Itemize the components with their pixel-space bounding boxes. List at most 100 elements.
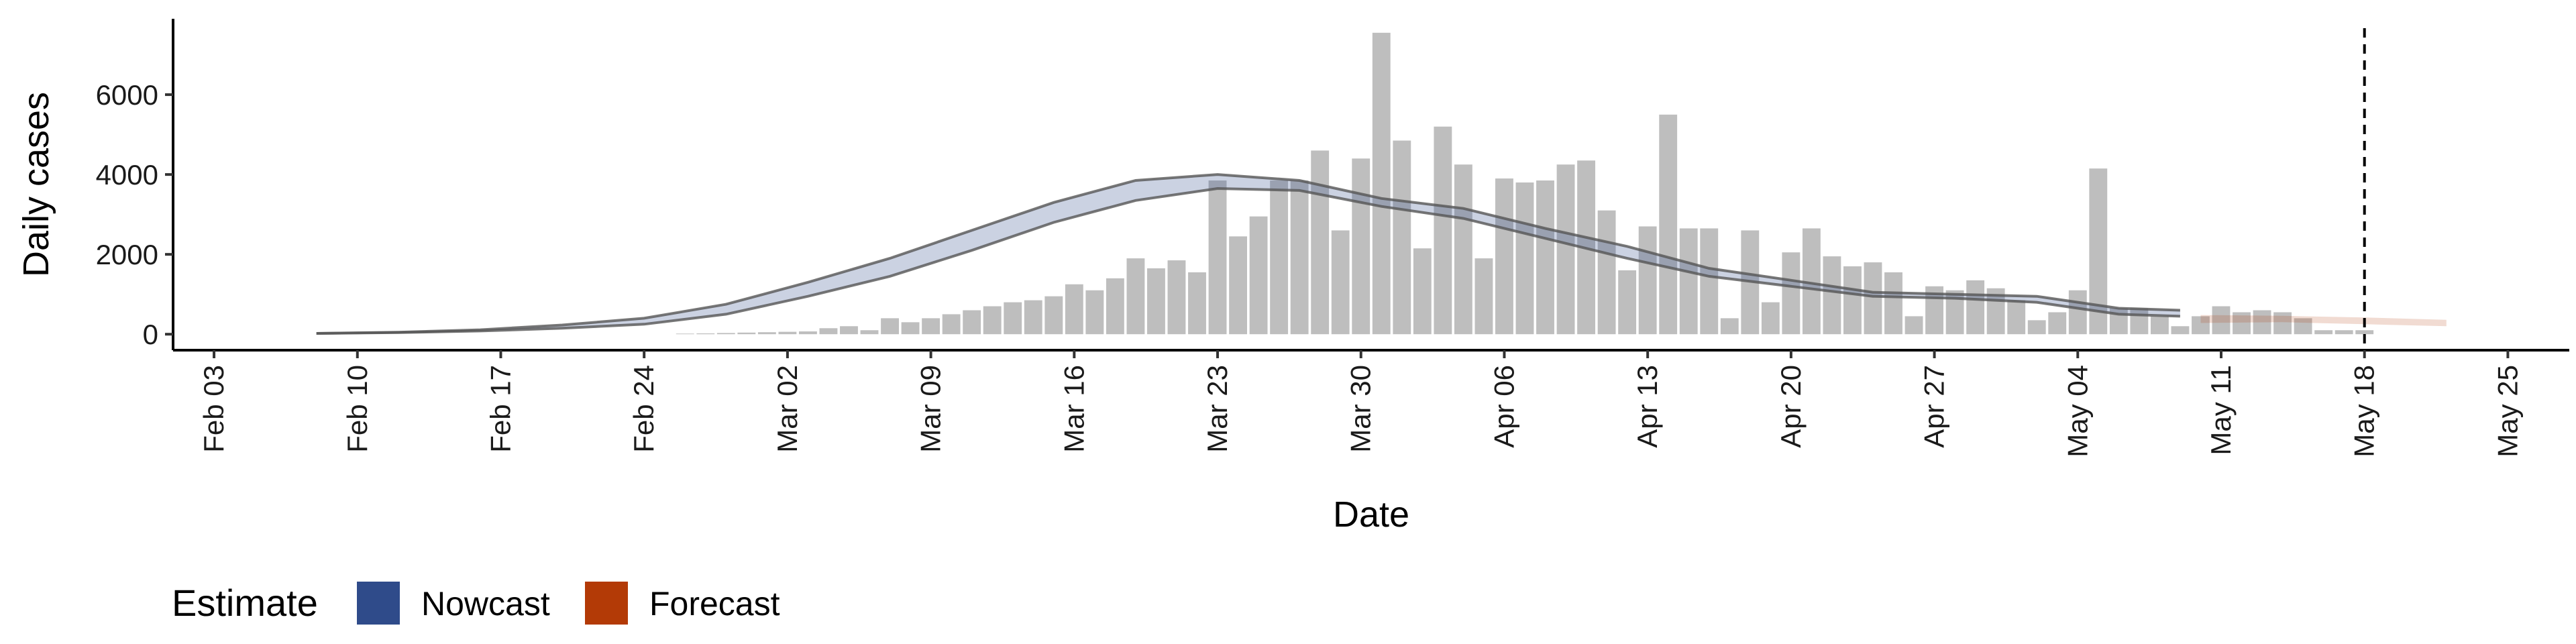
bar (1249, 216, 1268, 335)
bar (1966, 280, 1985, 335)
bar (676, 333, 694, 335)
bar (1024, 300, 1042, 335)
bar (1474, 258, 1493, 335)
x-tick-label: Mar 09 (915, 365, 947, 453)
legend-label-nowcast: Nowcast (421, 585, 550, 623)
bar (737, 332, 756, 335)
bar (2314, 330, 2333, 335)
x-tick-label: Feb 10 (341, 365, 373, 453)
bar (922, 318, 941, 335)
bar (1229, 236, 1247, 335)
bar (1864, 262, 1882, 335)
bar (1823, 256, 1841, 335)
bar (2150, 316, 2169, 335)
x-tick-label: Apr 20 (1775, 365, 1807, 448)
y-tick-label: 4000 (96, 159, 158, 191)
bar (1208, 180, 1227, 335)
y-axis-ticks: 0 2000 4000 6000 (96, 79, 173, 350)
bar (1454, 164, 1472, 335)
x-tick-label: Mar 16 (1058, 365, 1089, 453)
x-axis-title: Date (1333, 494, 1409, 535)
bar (2192, 316, 2210, 335)
bar (1188, 272, 1206, 335)
x-tick-label: Feb 24 (628, 365, 659, 453)
bar (1904, 316, 1923, 335)
bar (1618, 270, 1637, 335)
bar (2294, 318, 2312, 335)
x-tick-label: May 18 (2349, 365, 2380, 458)
bar (757, 332, 776, 335)
y-tick-label: 2000 (96, 239, 158, 270)
bar (2334, 330, 2353, 335)
legend-title: Estimate (172, 582, 318, 624)
bar (942, 314, 961, 335)
bar (1515, 182, 1534, 335)
bar (1413, 248, 1432, 335)
bar (1393, 140, 1411, 335)
bar (2212, 306, 2231, 335)
y-tick-label: 0 (143, 319, 158, 350)
bar (2068, 290, 2087, 335)
bar (2027, 320, 2046, 335)
bar (2171, 326, 2190, 335)
bar (840, 326, 858, 335)
bar (778, 331, 797, 335)
nowcast-lower-line (316, 186, 2180, 335)
bar (2130, 308, 2149, 335)
x-tick-label: Apr 13 (1631, 365, 1663, 448)
x-tick-label: Mar 23 (1201, 365, 1233, 453)
bars-layer (676, 32, 2374, 335)
bar (860, 330, 879, 335)
bar (1290, 180, 1309, 335)
nowcast-upper-line (316, 173, 2180, 335)
bar (798, 331, 817, 335)
forecast-band (2200, 315, 2447, 327)
bar (1556, 164, 1575, 335)
legend-swatch-nowcast (357, 582, 400, 625)
x-axis-ticks: Feb 03 Feb 10 Feb 17 Feb 24 Mar 02 Mar 09 Mar … (198, 350, 2523, 458)
bar (1659, 114, 1678, 335)
legend-items: Nowcast Forecast (357, 582, 780, 625)
bar (1352, 158, 1371, 335)
bar (2007, 300, 2026, 335)
bar (1372, 32, 1391, 335)
bar (696, 333, 715, 335)
bar (1761, 302, 1780, 335)
bar (819, 328, 838, 335)
legend: Estimate Nowcast Forecast (172, 582, 780, 625)
x-tick-label: Feb 17 (484, 365, 516, 453)
bar (1270, 180, 1289, 335)
bar (1782, 252, 1801, 335)
bar (1065, 284, 1083, 335)
bar (1004, 302, 1022, 335)
x-tick-label: Feb 03 (198, 365, 229, 453)
bar (1126, 258, 1145, 335)
x-tick-label: May 04 (2061, 365, 2093, 458)
bar (1085, 290, 1104, 335)
x-tick-label: Apr 06 (1488, 365, 1519, 448)
bar (2253, 310, 2271, 335)
bar (2273, 312, 2292, 335)
x-tick-label: Apr 27 (1919, 365, 1950, 448)
bar (2233, 312, 2251, 335)
bar (1720, 318, 1739, 335)
x-tick-label: May 11 (2205, 365, 2237, 455)
bar (1311, 150, 1330, 335)
bar (1597, 210, 1616, 335)
bar (1700, 228, 1719, 335)
y-tick-label: 6000 (96, 79, 158, 111)
bar (1843, 266, 1862, 335)
nowcast-band (316, 174, 2180, 333)
bar (1434, 126, 1452, 335)
x-tick-label: Mar 02 (771, 365, 803, 453)
bar (1495, 178, 1513, 335)
bar (1536, 180, 1554, 335)
bar (1106, 278, 1124, 335)
y-axis-title: Daily cases (16, 92, 56, 277)
bar (963, 310, 981, 335)
bar (1679, 228, 1698, 335)
bar (1638, 226, 1657, 335)
bar (983, 306, 1002, 335)
bar (1331, 230, 1350, 335)
